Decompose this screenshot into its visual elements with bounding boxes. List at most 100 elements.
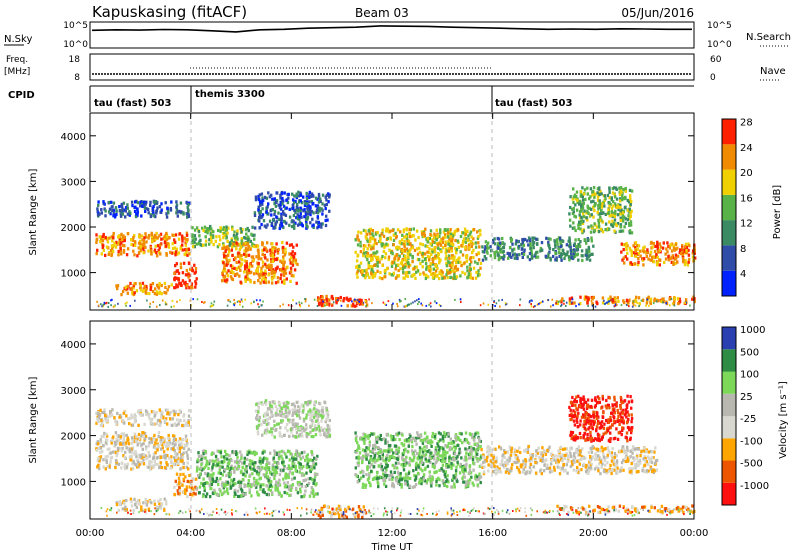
- echo-cell: [175, 455, 179, 459]
- echo-cell: [429, 302, 432, 305]
- echo-cell: [293, 252, 297, 256]
- echo-cell: [364, 300, 367, 302]
- echo-cell: [105, 419, 109, 423]
- echo-cell: [265, 196, 268, 200]
- echo-cell: [201, 494, 205, 498]
- echo-cell: [626, 251, 629, 255]
- echo-cell: [126, 206, 129, 210]
- echo-cell: [604, 302, 607, 305]
- echo-cell: [585, 257, 589, 261]
- echo-cell: [274, 204, 278, 208]
- echo-cell: [284, 271, 288, 275]
- echo-cell: [157, 244, 160, 248]
- echo-cell: [366, 232, 369, 236]
- echo-cell: [356, 270, 359, 274]
- echo-cell: [370, 253, 373, 257]
- echo-cell: [277, 452, 281, 456]
- echo-cell: [259, 299, 261, 302]
- echo-cell: [306, 225, 309, 229]
- echo-cell: [173, 422, 177, 426]
- echo-region-7: [316, 504, 368, 519]
- echo-cell: [623, 261, 626, 265]
- echo-cell: [111, 298, 113, 301]
- echo-cell: [113, 244, 116, 248]
- echo-cell: [649, 253, 652, 257]
- echo-cell: [152, 200, 156, 204]
- echo-cell: [318, 297, 321, 301]
- echo-cell: [515, 253, 519, 257]
- echo-cell: [380, 244, 384, 248]
- echo-cell: [295, 205, 299, 209]
- echo-cell: [679, 252, 683, 256]
- echo-cell: [227, 226, 230, 230]
- echo-cell: [337, 504, 341, 508]
- echo-cell: [130, 200, 134, 204]
- echo-cell: [320, 225, 323, 229]
- echo-cell: [159, 465, 162, 469]
- echo-cell: [587, 296, 590, 300]
- echo-cell: [287, 449, 290, 454]
- echo-cell: [685, 245, 688, 249]
- echo-cell: [133, 234, 136, 238]
- echo-cell: [575, 208, 579, 212]
- echo-cell: [669, 296, 672, 300]
- echo-cell: [132, 249, 135, 253]
- echo-cell: [557, 300, 560, 303]
- echo-cell: [291, 413, 294, 417]
- echo-cell: [531, 299, 533, 302]
- echo-cell: [453, 276, 456, 280]
- echo-cell: [175, 247, 178, 251]
- echo-cell: [271, 427, 275, 431]
- echo-cell: [679, 248, 682, 252]
- echo-cell: [667, 258, 670, 262]
- echo-cell: [296, 414, 299, 418]
- echo-cell: [489, 254, 492, 258]
- echo-cell: [610, 210, 613, 214]
- echo-cell: [227, 260, 230, 264]
- echo-cell: [592, 186, 596, 190]
- echo-cell: [123, 421, 126, 425]
- echo-cell: [288, 485, 291, 489]
- echo-cell: [328, 510, 332, 515]
- echo-cell: [179, 443, 183, 447]
- echo-cell: [221, 484, 224, 488]
- echo-cell: [248, 483, 252, 487]
- echo-cell: [587, 247, 591, 251]
- echo-cell: [315, 457, 318, 461]
- echo-cell: [438, 241, 441, 245]
- echo-cell: [481, 250, 485, 254]
- echo-cell: [578, 210, 582, 214]
- echo-cell: [325, 409, 328, 413]
- echo-cell: [257, 481, 260, 485]
- echo-cell: [590, 239, 593, 243]
- echo-cell: [99, 438, 102, 442]
- echo-cell: [249, 450, 253, 454]
- echo-cell: [315, 220, 318, 224]
- echo-cell: [196, 458, 200, 462]
- echo-cell: [278, 481, 281, 486]
- echo-cell: [142, 458, 145, 462]
- echo-cell: [293, 208, 296, 213]
- echo-cell: [314, 408, 318, 412]
- echo-cell: [288, 434, 291, 438]
- echo-cell: [98, 467, 101, 471]
- echo-cell: [622, 196, 625, 200]
- echo-cell: [221, 465, 224, 469]
- echo-cell: [175, 262, 178, 266]
- echo-cell: [194, 485, 197, 489]
- echo-cell: [297, 405, 300, 409]
- echo-cell: [137, 465, 140, 469]
- echo-cell: [149, 203, 152, 207]
- echo-cell: [108, 210, 111, 214]
- echo-cell: [263, 419, 267, 423]
- echo-cell: [148, 463, 151, 467]
- echo-cell: [113, 241, 116, 245]
- echo-cell: [430, 305, 432, 308]
- echo-cell: [504, 302, 507, 305]
- echo-cell: [345, 297, 349, 301]
- echo-cell: [622, 187, 625, 192]
- echo-cell: [117, 438, 120, 442]
- echo-cell: [612, 222, 616, 226]
- echo-cell: [181, 423, 184, 427]
- echo-cell: [598, 212, 602, 216]
